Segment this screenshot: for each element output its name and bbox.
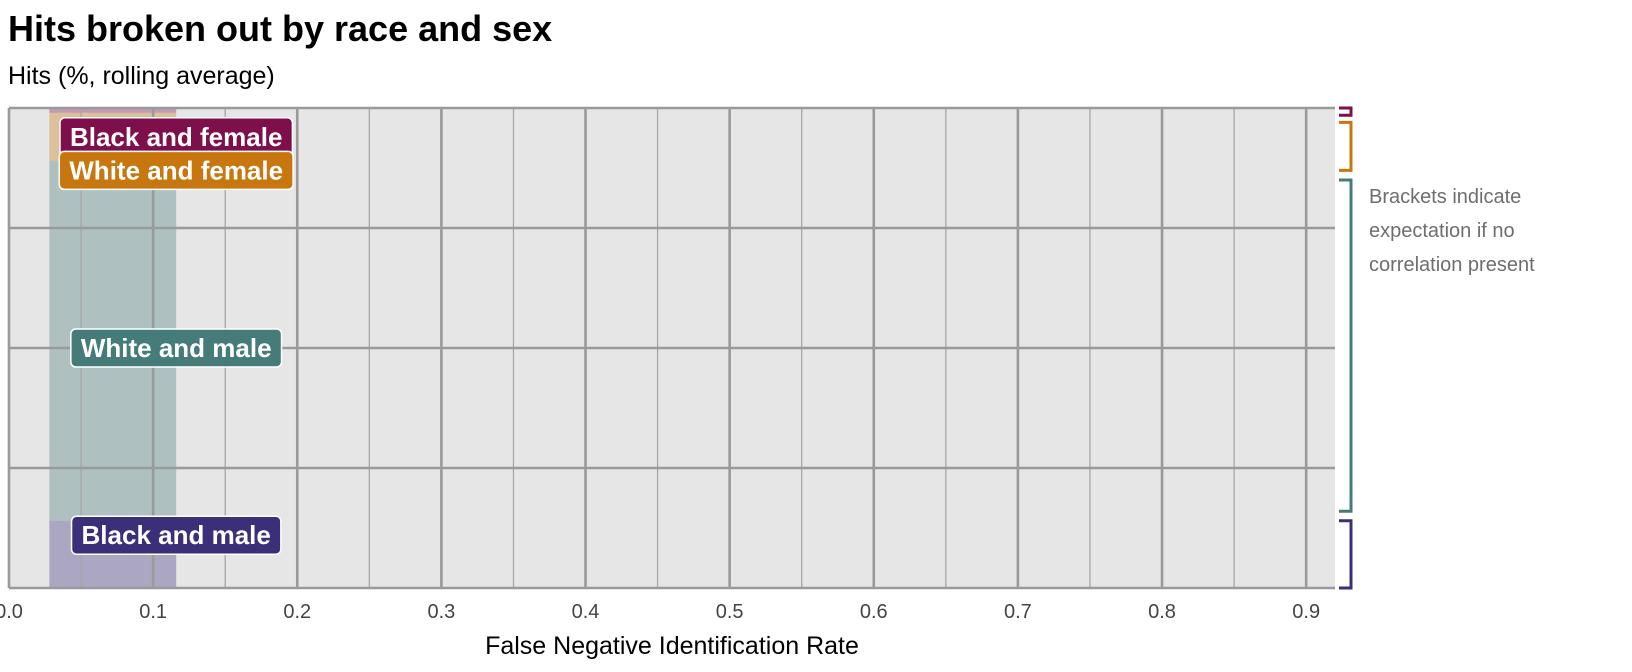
x-tick-label: 0.5 [716,601,744,623]
series-label-box [70,515,282,555]
chart-title: Hits broken out by race and sex [8,8,553,49]
series-label-text: White and male [81,333,272,363]
x-tick-label: 0.2 [283,601,311,623]
x-tick-label: 0.8 [1148,601,1176,623]
x-tick-label: 0.9 [1292,601,1320,623]
x-tick-label: 0.1 [139,601,167,623]
series-label: Black and female [59,117,294,157]
series-label: Black and male [70,515,282,555]
series-label-text: Black and male [82,520,271,550]
expectation-bracket [1339,106,1353,117]
bracket-note: Brackets indicate expectation if no correl… [1369,186,1535,276]
bracket-note-line: Brackets indicate [1369,186,1521,208]
series-label-box [70,328,283,368]
series-label: White and female [58,150,294,191]
x-tick-label: 0.7 [1004,601,1032,623]
x-tick-label: 0.3 [427,601,455,623]
x-axis-label: False Negative Identification Rate [485,632,859,660]
series-label: White and male [70,328,283,368]
x-tick-label: 0.0 [0,601,23,623]
series-label-text: Black and female [70,122,282,152]
bracket-note-line: correlation present [1369,254,1535,276]
series-label-text: White and female [69,155,283,185]
bracket-note-line: expectation if no [1369,220,1515,242]
x-tick-label: 0.6 [860,601,888,623]
chart-subtitle: Hits (%, rolling average) [8,62,275,90]
expectation-bracket [1339,120,1353,172]
expectation-bracket [1339,178,1353,513]
x-tick-label: 0.4 [572,601,600,623]
expectation-bracket [1339,519,1353,590]
series-label-box [58,150,294,191]
